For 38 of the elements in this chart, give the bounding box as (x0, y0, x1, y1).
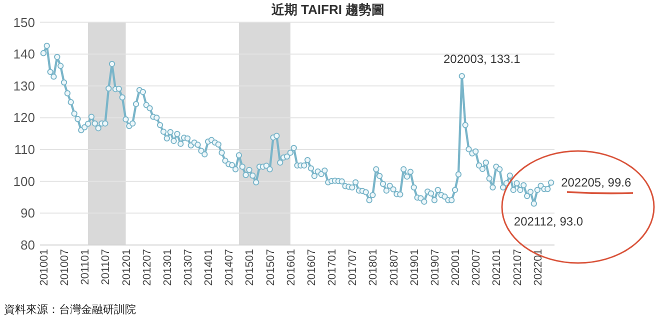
y-tick-label: 110 (14, 142, 35, 158)
x-tick-label: 201901 (408, 249, 421, 286)
x-tick-label: 201807 (388, 249, 400, 286)
chart-title: 近期 TAIFRI 趨勢圖 (270, 2, 385, 17)
y-tick-label: 90 (20, 206, 35, 221)
x-tick-label: 201401 (203, 249, 216, 286)
x-tick-label: 201301 (162, 249, 174, 286)
x-tick-label: 201501 (244, 249, 256, 286)
annotation: 202112, 93.0 (514, 214, 584, 229)
x-tick-label: 201107 (100, 249, 112, 285)
x-tick-label: 201101 (80, 249, 92, 285)
y-tick-label: 100 (13, 174, 35, 189)
x-tick-label: 201201 (120, 249, 133, 286)
x-tick-label: 201907 (429, 249, 442, 286)
y-tick-label: 150 (13, 14, 35, 30)
x-tick-label: 201601 (285, 249, 298, 286)
x-tick-label: 202201 (532, 249, 544, 286)
x-tick-label: 201801 (368, 249, 380, 286)
annotation: 202003, 133.1 (444, 52, 521, 66)
x-tick-label: 201607 (306, 249, 318, 286)
x-tick-label: 201701 (326, 249, 339, 286)
x-tick-label: 201001 (38, 249, 50, 286)
x-tick-label: 201507 (264, 249, 277, 286)
x-tick-label: 201307 (182, 249, 194, 286)
x-tick-label: 201207 (141, 249, 154, 286)
x-tick-label: 202007 (470, 249, 483, 286)
y-tick-label: 80 (20, 238, 35, 252)
x-tick-label: 201007 (59, 249, 72, 286)
y-tick-label: 130 (13, 78, 35, 94)
y-tick-label: 140 (13, 46, 35, 62)
annotation: 202205, 99.6 (561, 176, 632, 190)
x-tick-label: 202101 (491, 249, 504, 286)
x-tick-label: 202107 (512, 249, 524, 286)
x-tick-label: 202001 (450, 249, 462, 286)
x-tick-label: 201407 (224, 249, 236, 286)
source-note: 資料來源：台灣金融研訓院 (4, 303, 136, 316)
y-tick-label: 120 (13, 110, 35, 126)
x-tick-label: 201707 (347, 249, 360, 286)
